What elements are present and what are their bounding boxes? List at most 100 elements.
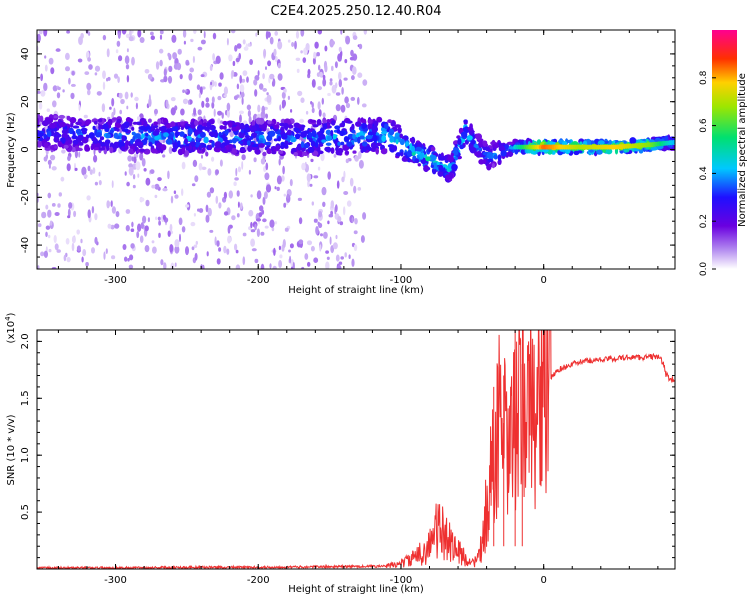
spectrogram-noise-cell xyxy=(350,49,354,57)
spectrogram-noise-cell xyxy=(67,208,71,218)
spectrogram-noise-cell xyxy=(45,231,48,237)
spectrogram-noise-cell xyxy=(126,65,129,69)
spectrogram-noise-cell xyxy=(205,102,210,108)
spectrogram-noise-cell xyxy=(291,266,294,269)
spectrogram-noise-cell xyxy=(43,30,48,37)
spectrogram-noise-cell xyxy=(321,97,324,105)
spectrogram-cell xyxy=(145,132,149,137)
spectrogram-cell xyxy=(340,141,345,146)
spectrogram-noise-cell xyxy=(68,202,73,209)
spectrogram-noise-cell xyxy=(283,202,287,208)
spectrogram-cell xyxy=(90,145,95,150)
spectrogram-cell xyxy=(376,116,383,123)
spectrogram-noise-cell xyxy=(37,90,41,94)
spectrogram-noise-cell xyxy=(361,103,367,108)
spectrogram-cell xyxy=(109,129,114,134)
spectrogram-noise-cell xyxy=(137,223,142,232)
spectrogram-noise-cell xyxy=(155,216,158,221)
spectrogram-cell xyxy=(597,149,603,155)
spectrogram-noise-cell xyxy=(173,190,177,194)
spectrogram-cell xyxy=(404,135,408,140)
spectrogram-cell xyxy=(308,137,313,143)
spectrogram-noise-cell xyxy=(269,219,275,228)
spectrogram-cell xyxy=(257,140,263,144)
snr-scale-label: (x104) xyxy=(4,312,17,343)
spectrogram-cell xyxy=(419,152,424,160)
spectrogram-noise-cell xyxy=(37,265,40,269)
spectrogram-noise-cell xyxy=(216,240,220,247)
spectrogram-cell xyxy=(251,119,256,127)
spectrogram-noise-cell xyxy=(235,249,239,254)
spectrogram-cell xyxy=(132,143,139,147)
spectrogram-cell xyxy=(228,122,233,128)
spectrogram-noise-cell xyxy=(38,102,43,110)
spectrogram-noise-cell xyxy=(43,250,49,258)
spectrogram-noise-cell xyxy=(307,68,311,76)
spectrogram-noise-cell xyxy=(290,109,293,113)
spectrogram-noise-cell xyxy=(308,174,311,178)
spectrogram-noise-cell xyxy=(94,181,98,186)
spectrogram-noise-cell xyxy=(60,176,65,182)
spectrogram-noise-cell xyxy=(254,223,257,231)
spectrogram-cell xyxy=(463,119,468,123)
spectrogram-cell xyxy=(423,164,430,173)
spectrogram-noise-cell xyxy=(94,213,98,221)
spectrogram-cell xyxy=(387,119,393,124)
spectrogram-noise-cell xyxy=(327,92,331,97)
spectrogram-cell xyxy=(197,149,203,154)
spectrogram-cell xyxy=(204,126,210,131)
spectrogram-noise-cell xyxy=(239,75,242,84)
spectrogram-noise-cell xyxy=(87,165,91,172)
spectrogram-noise-cell xyxy=(201,166,207,170)
spectrogram-cell xyxy=(497,154,502,162)
spectrogram-cell xyxy=(492,143,500,149)
spectrogram-noise-cell xyxy=(77,58,83,63)
spectrogram-cell xyxy=(372,134,378,142)
spectrogram-cell xyxy=(160,144,167,151)
spectrogram-cell xyxy=(183,150,190,157)
spectrogram-cell xyxy=(75,128,82,135)
spectrogram-noise-cell xyxy=(215,55,221,64)
spectrogram-noise-cell xyxy=(231,70,235,77)
spectrogram-noise-cell xyxy=(43,82,48,92)
spectrogram-cell xyxy=(95,132,102,138)
spectrogram-noise-cell xyxy=(310,158,314,163)
spectrogram-noise-cell xyxy=(174,194,179,199)
spectrogram-cell xyxy=(281,133,288,140)
spectrogram-noise-cell xyxy=(209,229,214,233)
spectrogram-noise-cell xyxy=(348,254,351,259)
spectrogram-noise-cell xyxy=(287,39,291,43)
spectrogram-noise-cell xyxy=(115,49,119,54)
spectrogram-noise-cell xyxy=(339,221,344,226)
spectrogram-cell xyxy=(351,129,356,134)
spectrogram-noise-cell xyxy=(228,54,233,62)
spectrogram-cell xyxy=(428,148,432,153)
spectrogram-cell xyxy=(54,145,58,149)
colorbar-tick-label: 0.8 xyxy=(699,70,709,85)
spectrogram-noise-cell xyxy=(167,75,173,84)
spectrogram-noise-cell xyxy=(341,176,345,183)
spectrogram-noise-cell xyxy=(276,186,280,191)
spectrogram-noise-cell xyxy=(327,220,330,225)
spectrogram-cell xyxy=(85,119,92,125)
spectrogram-noise-cell xyxy=(223,245,227,254)
spectrogram-cell xyxy=(219,143,225,148)
spectrogram-noise-cell xyxy=(117,32,121,39)
spectrogram-cell xyxy=(145,125,152,130)
spectrogram-noise-cell xyxy=(231,30,236,34)
spectrogram-cell xyxy=(97,118,103,123)
spectrogram-noise-cell xyxy=(71,235,76,244)
spectrogram-noise-cell xyxy=(239,84,245,93)
spectrogram-noise-cell xyxy=(86,82,92,91)
spectrogram-cell xyxy=(352,133,356,140)
spectrogram-noise-cell xyxy=(48,163,51,169)
spectrogram-noise-cell xyxy=(74,167,78,171)
y-tick-label: -40 xyxy=(20,237,31,253)
spectrogram-noise-cell xyxy=(125,33,130,39)
spectrogram-cell xyxy=(109,146,114,154)
spectrogram-noise-cell xyxy=(299,119,304,123)
spectrogram-noise-cell xyxy=(152,246,157,254)
spectrogram-noise-cell xyxy=(91,206,95,214)
spectrogram-noise-cell xyxy=(314,41,319,49)
spectrogram-noise-cell xyxy=(181,226,186,233)
